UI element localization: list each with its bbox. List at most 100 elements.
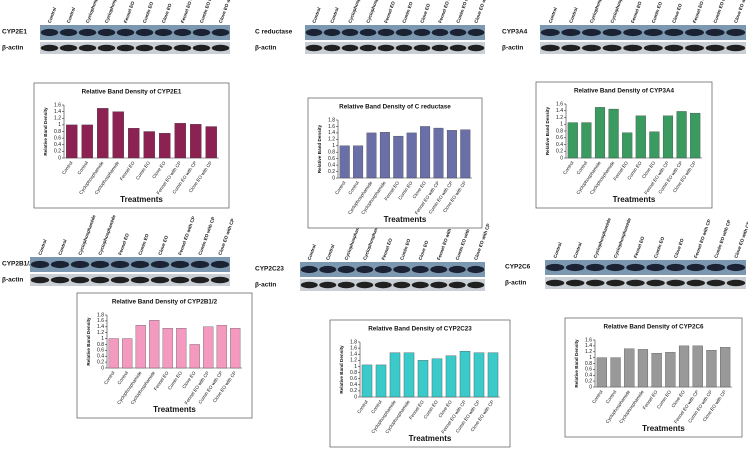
y-tick-label: 1.6 xyxy=(350,345,357,351)
lane-label: Control xyxy=(329,7,339,24)
blot-band xyxy=(173,28,192,37)
bar xyxy=(81,124,93,159)
blot-band-loading xyxy=(116,44,135,52)
y-tick-label: 0.4 xyxy=(350,382,357,388)
bar xyxy=(473,352,485,398)
bar xyxy=(174,123,186,159)
lane-label: Control xyxy=(325,244,335,261)
blot-band-loading xyxy=(192,44,211,52)
y-tick-label: 0.8 xyxy=(585,361,592,367)
lane-label: Cumin EO xyxy=(651,1,663,24)
chart-title: Relative Band Density of CYP2C23 xyxy=(368,326,472,333)
y-tick-label: 0.2 xyxy=(54,149,61,155)
chart-title: Relative Band Density of CYP3A4 xyxy=(574,88,675,95)
chart-title: Relative Band Density of C reductase xyxy=(339,104,451,111)
bar xyxy=(162,328,173,369)
y-tick-label: 0.6 xyxy=(328,156,335,162)
lane-label: Cyclophosphamide xyxy=(609,0,628,24)
bar xyxy=(487,352,499,398)
y-tick-label: 1.4 xyxy=(97,324,104,330)
blot-band-loading xyxy=(448,281,466,289)
y-tick-label: 1.4 xyxy=(54,109,61,115)
blot-band xyxy=(210,260,230,269)
bar xyxy=(690,112,701,159)
bar xyxy=(176,328,187,369)
lane-label: Fennel EO with CP xyxy=(180,0,199,24)
blot-band xyxy=(319,265,337,274)
bar xyxy=(361,364,373,398)
lane-label: Control xyxy=(66,7,76,24)
bar xyxy=(431,358,443,398)
lane-label: Cumin EO with CP xyxy=(713,219,731,259)
blot-band xyxy=(467,265,485,274)
blot-band xyxy=(70,260,90,269)
blot-band-loading xyxy=(643,44,663,52)
y-tick-label: 1.2 xyxy=(328,137,335,143)
bar xyxy=(596,357,607,388)
y-tick-label: 0.2 xyxy=(556,149,563,155)
blot-band xyxy=(685,28,704,37)
lane-label: Clove EO xyxy=(157,234,169,255)
blot-band xyxy=(545,263,565,272)
lane-label: Control xyxy=(548,7,558,24)
y-tick-label: 1.4 xyxy=(556,108,563,114)
y-tick-label: 0.6 xyxy=(585,367,592,373)
blot-band xyxy=(135,28,154,37)
y-tick-label: 1.6 xyxy=(585,337,592,343)
bar xyxy=(460,129,471,179)
blot-band xyxy=(431,28,449,37)
blot-band xyxy=(356,265,374,274)
lane-label: Cumin EO xyxy=(653,236,665,259)
lane-label: Fennel EO xyxy=(381,237,394,260)
bar xyxy=(446,130,457,179)
blot-band xyxy=(150,260,170,269)
y-tick-label: 1.4 xyxy=(350,352,357,358)
blot-loading-label: β-actin xyxy=(505,280,526,287)
chart-title: Relative Band Density of CYP2E1 xyxy=(82,89,182,96)
bar xyxy=(676,111,687,159)
blot-band-loading xyxy=(430,281,448,289)
bar xyxy=(159,133,171,159)
blot-band-loading xyxy=(97,44,116,52)
lane-label: Fennel EO with CP xyxy=(177,216,196,256)
bar xyxy=(692,345,703,388)
x-axis-label: Treatments xyxy=(642,424,685,433)
blot-band-loading xyxy=(561,44,581,52)
bar xyxy=(665,352,676,388)
blot-band-loading xyxy=(545,279,565,287)
y-tick-label: 1 xyxy=(101,336,104,342)
blot-band xyxy=(565,263,585,272)
bar xyxy=(112,111,124,159)
lane-label: Clove EO xyxy=(673,237,685,258)
blot-band-loading xyxy=(154,44,173,52)
blot-band-loading xyxy=(411,281,429,289)
lane-label: Control xyxy=(568,7,578,24)
y-tick-label: 0 xyxy=(354,394,357,400)
y-tick-label: 0.8 xyxy=(350,370,357,376)
blot-band-loading xyxy=(467,44,485,52)
lane-label: Control xyxy=(552,242,562,259)
y-tick-label: 0.4 xyxy=(585,373,592,379)
bar xyxy=(637,349,649,388)
lane-label: Control xyxy=(47,7,57,24)
y-tick-label: 1 xyxy=(332,143,335,149)
blot-band-loading xyxy=(359,44,377,52)
blot-band xyxy=(393,265,411,274)
lane-label: Cumin EO with CP xyxy=(199,0,217,24)
blot-band xyxy=(646,263,665,272)
blot-band xyxy=(540,28,560,37)
blot-band xyxy=(606,263,625,272)
blot-target-label: C reductase xyxy=(255,29,293,36)
bar xyxy=(706,350,717,388)
bar xyxy=(66,124,78,159)
blot-band xyxy=(59,28,78,37)
lane-label: Cyclophosphamide xyxy=(97,214,116,256)
blot-band xyxy=(170,260,190,269)
blot-band xyxy=(467,28,485,37)
y-tick-label: 0.4 xyxy=(97,354,104,360)
bar xyxy=(366,132,377,179)
blot-band xyxy=(154,28,173,37)
blot-band-loading xyxy=(323,44,341,52)
y-tick-label: 0.2 xyxy=(350,388,357,394)
